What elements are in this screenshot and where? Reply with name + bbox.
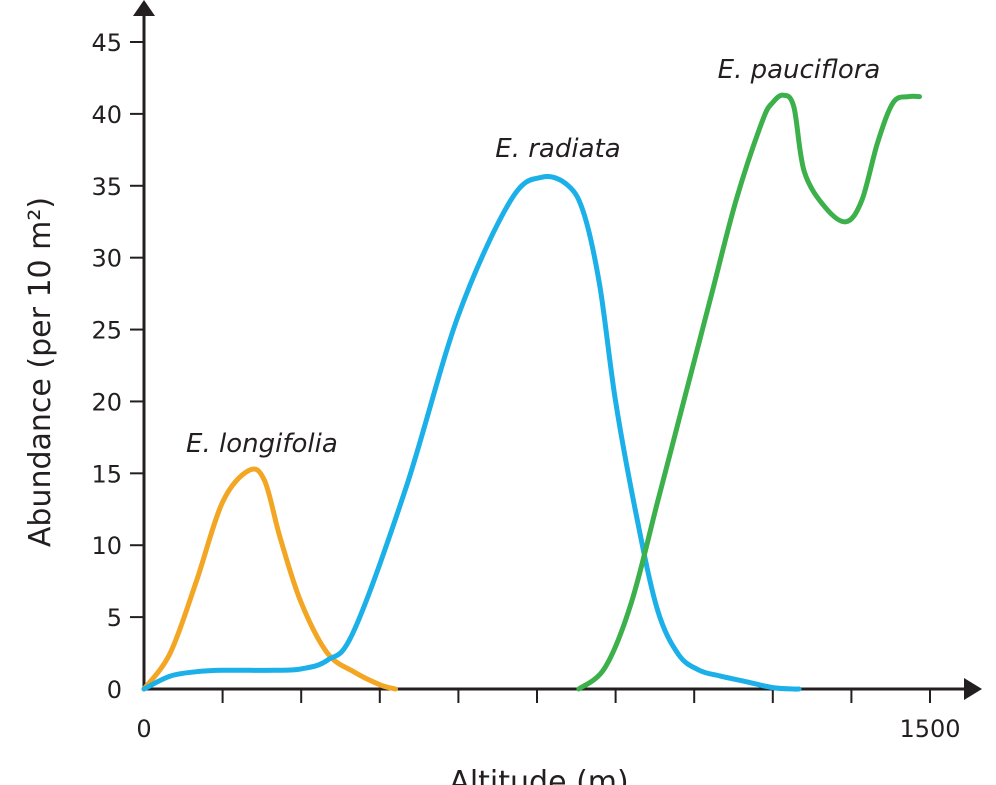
x-tick-label: 0 [136, 715, 151, 743]
series-line-e-pauciflora [576, 92, 922, 692]
y-tick-label: 30 [91, 245, 122, 273]
y-tick-label: 0 [107, 676, 122, 704]
y-tick-label: 35 [91, 173, 122, 201]
y-tick-label: 20 [91, 388, 122, 416]
y-tick-label: 5 [107, 604, 122, 632]
y-tick-label: 15 [91, 460, 122, 488]
y-axis-title: Abundance (per 10 m²) [23, 197, 58, 547]
series-label-e-pauciflora: E. pauciflora [718, 55, 881, 85]
x-tick-label: 1500 [899, 715, 960, 743]
x-axis [144, 678, 982, 700]
y-tick-label: 25 [91, 317, 122, 345]
x-axis-arrow [964, 678, 982, 700]
x-axis-title: Altitude (m) [449, 765, 628, 785]
series-labels: E. longifolia E. radiata E. pauciflora [186, 55, 880, 459]
y-tick-label: 10 [91, 532, 122, 560]
series-line-e-radiata [141, 174, 802, 692]
y-axis-arrow [133, 0, 155, 16]
y-axis [133, 0, 155, 689]
series-line-e-longifolia [141, 466, 398, 692]
y-tick-label: 45 [91, 29, 122, 57]
series-label-e-radiata: E. radiata [495, 134, 620, 164]
y-ticks: 0 5 10 15 20 25 30 35 40 45 [91, 29, 144, 704]
x-ticks: 0 1500 [136, 689, 961, 743]
series-lines [141, 92, 922, 692]
series-label-e-longifolia: E. longifolia [186, 429, 338, 459]
y-tick-label: 40 [91, 101, 122, 129]
